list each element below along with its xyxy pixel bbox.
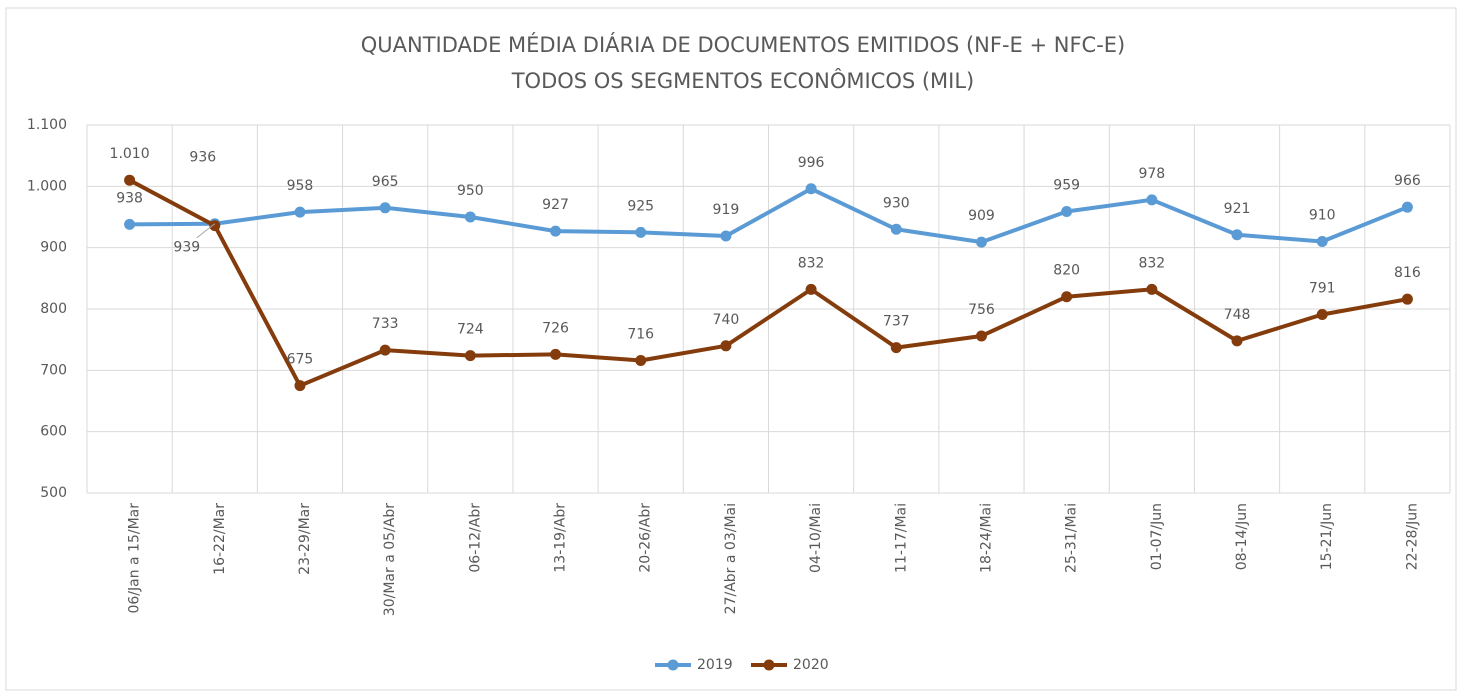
data-label: 909	[968, 208, 995, 224]
data-label: 938	[116, 190, 143, 206]
data-label: 958	[287, 178, 314, 194]
data-label: 675	[287, 352, 314, 368]
data-label: 832	[798, 255, 825, 271]
data-point	[1061, 291, 1073, 303]
data-label: 740	[713, 312, 740, 328]
y-tick-label: 500	[40, 485, 67, 501]
data-label: 726	[542, 320, 569, 336]
data-point	[550, 225, 562, 237]
data-label: 950	[457, 183, 484, 199]
legend-label: 2019	[697, 657, 733, 673]
data-point	[1401, 293, 1413, 305]
data-label: 820	[1053, 263, 1080, 279]
y-tick-label: 1.100	[27, 117, 67, 133]
x-tick-label: 04-10/Mai	[808, 503, 824, 573]
data-point	[124, 174, 136, 186]
series-line	[129, 186, 1409, 245]
data-label: 921	[1224, 201, 1251, 217]
data-point	[975, 330, 987, 342]
data-label: 1.010	[110, 146, 150, 162]
data-point	[294, 206, 306, 218]
data-point	[1401, 201, 1413, 213]
x-tick-label: 15-21/Jun	[1319, 503, 1335, 570]
y-tick-label: 700	[40, 362, 67, 378]
x-tick-label: 08-14/Jun	[1234, 503, 1250, 570]
legend-marker	[667, 659, 679, 671]
y-tick-label: 600	[40, 424, 67, 440]
x-tick-label: 06-12/Abr	[467, 503, 483, 573]
data-point	[720, 230, 732, 242]
x-tick-label: 22-28/Jun	[1404, 503, 1420, 570]
data-point	[379, 202, 391, 214]
data-point	[890, 223, 902, 235]
x-tick-label: 11-17/Mai	[893, 503, 909, 573]
data-point	[720, 340, 732, 352]
data-point	[1231, 229, 1243, 241]
data-point	[1146, 283, 1158, 295]
data-label: 756	[968, 302, 995, 318]
data-label: 919	[713, 202, 740, 218]
data-label: 910	[1309, 208, 1336, 224]
x-tick-label: 20-26/Abr	[638, 503, 654, 573]
data-label: 724	[457, 322, 484, 338]
y-tick-label: 800	[40, 301, 67, 317]
x-tick-label: 18-24/Mai	[978, 503, 994, 573]
data-point	[890, 342, 902, 354]
data-point	[975, 236, 987, 248]
data-point	[464, 350, 476, 362]
data-point	[1146, 194, 1158, 206]
data-point	[635, 226, 647, 238]
legend-label: 2020	[793, 657, 829, 673]
legend-marker	[763, 659, 775, 671]
data-label: 925	[627, 198, 654, 214]
chart-subtitle: TODOS OS SEGMENTOS ECONÔMICOS (MIL)	[511, 68, 975, 93]
data-point	[1316, 309, 1328, 321]
x-tick-label: 01-07/Jun	[1149, 503, 1165, 570]
data-label: 966	[1394, 173, 1421, 189]
data-label: 927	[542, 197, 569, 213]
data-point	[805, 183, 817, 195]
y-tick-label: 900	[40, 240, 67, 256]
data-point	[464, 211, 476, 223]
x-tick-label: 23-29/Mar	[297, 503, 313, 575]
x-tick-label: 30/Mar a 05/Abr	[382, 503, 398, 616]
x-tick-label: 16-22/Mar	[212, 503, 228, 575]
x-tick-label: 27/Abr a 03/Mai	[723, 503, 739, 614]
data-point	[1316, 236, 1328, 248]
data-label: 936	[189, 150, 216, 166]
chart-border	[5, 7, 1457, 691]
data-point	[294, 380, 306, 392]
data-point	[805, 283, 817, 295]
data-point	[635, 355, 647, 367]
data-label: 733	[372, 316, 399, 332]
data-point	[1231, 335, 1243, 347]
data-label: 965	[372, 174, 399, 190]
data-label: 832	[1138, 255, 1165, 271]
data-point	[550, 348, 562, 360]
data-label: 978	[1138, 166, 1165, 182]
data-label: 939	[173, 240, 200, 256]
x-tick-label: 13-19/Abr	[553, 503, 569, 573]
data-point	[379, 344, 391, 356]
data-point	[1061, 205, 1073, 217]
data-label: 716	[627, 327, 654, 343]
data-label: 816	[1394, 265, 1421, 281]
data-point	[209, 220, 221, 232]
x-tick-label: 06/Jan a 15/Mar	[127, 503, 143, 614]
data-label: 996	[798, 155, 825, 171]
data-label: 791	[1309, 281, 1336, 297]
leader-line	[196, 223, 216, 239]
data-point	[124, 218, 136, 230]
y-tick-label: 1.000	[27, 178, 67, 194]
x-tick-label: 25-31/Mai	[1064, 503, 1080, 573]
data-label: 930	[883, 195, 910, 211]
chart-title: QUANTIDADE MÉDIA DIÁRIA DE DOCUMENTOS EM…	[361, 32, 1126, 57]
data-label: 959	[1053, 177, 1080, 193]
data-label: 737	[883, 314, 910, 330]
series-line	[128, 178, 1408, 388]
data-label: 748	[1224, 307, 1251, 323]
